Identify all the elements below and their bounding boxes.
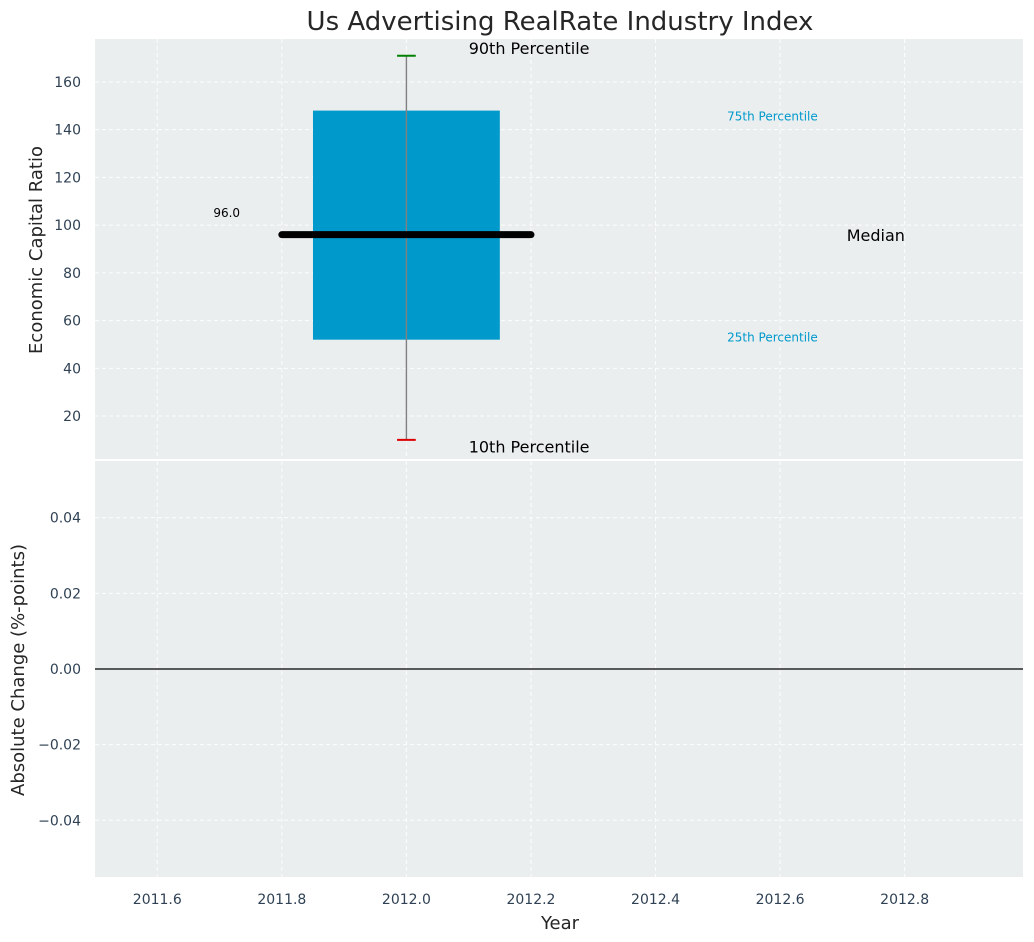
bottom-y-tick-labels: −0.04 −0.02 0.00 0.02 0.04 [38, 511, 81, 830]
top-y-tick-label: 120 [54, 170, 81, 186]
bottom-y-tick-label: 0.04 [50, 511, 81, 527]
top-y-tick-label: 160 [54, 75, 81, 91]
p75-label: 75th Percentile [727, 110, 818, 124]
top-y-axis-label: Economic Capital Ratio [26, 146, 47, 354]
bottom-y-tick-label: 0.00 [50, 662, 81, 678]
x-tick-label: 2011.6 [133, 892, 182, 908]
top-y-tick-label: 20 [63, 409, 81, 425]
top-y-tick-labels: 20 40 60 80 100 120 140 160 [54, 75, 81, 425]
median-label: Median [847, 226, 905, 245]
box-plot: 96.0 Median 90th Percentile 10th Percentile… [213, 39, 905, 457]
top-panel: 20 40 60 80 100 120 140 160 96.0 Median 90th Perc… [26, 39, 1023, 459]
top-y-tick-label: 140 [54, 123, 81, 139]
top-y-tick-label: 60 [63, 314, 81, 330]
x-tick-labels: 2011.6 2011.8 2012.0 2012.2 2012.4 2012.6 2012… [133, 892, 929, 908]
top-panel-background [95, 39, 1023, 459]
bottom-panel: −0.04 −0.02 0.00 0.02 0.04 2011.6 2011.8 2012.… [8, 461, 1023, 934]
x-axis-label: Year [540, 913, 580, 934]
bottom-y-tick-label: 0.02 [50, 586, 81, 602]
top-y-tick-label: 100 [54, 218, 81, 234]
x-tick-label: 2012.4 [631, 892, 680, 908]
bottom-y-tick-label: −0.02 [38, 738, 81, 754]
top-gridlines [95, 39, 1023, 459]
p90-label: 90th Percentile [469, 39, 590, 58]
median-value-label: 96.0 [213, 206, 240, 220]
top-y-tick-label: 40 [63, 361, 81, 377]
top-y-tick-label: 80 [63, 266, 81, 282]
x-tick-label: 2012.2 [506, 892, 555, 908]
x-tick-label: 2012.6 [756, 892, 805, 908]
chart-title: Us Advertising RealRate Industry Index [307, 7, 814, 37]
x-tick-label: 2012.8 [880, 892, 929, 908]
bottom-y-axis-label: Absolute Change (%-points) [8, 544, 29, 796]
p25-label: 25th Percentile [727, 331, 818, 345]
p10-label: 10th Percentile [469, 438, 590, 457]
x-tick-label: 2011.8 [257, 892, 306, 908]
x-tick-label: 2012.0 [382, 892, 431, 908]
bottom-y-tick-label: −0.04 [38, 813, 81, 829]
